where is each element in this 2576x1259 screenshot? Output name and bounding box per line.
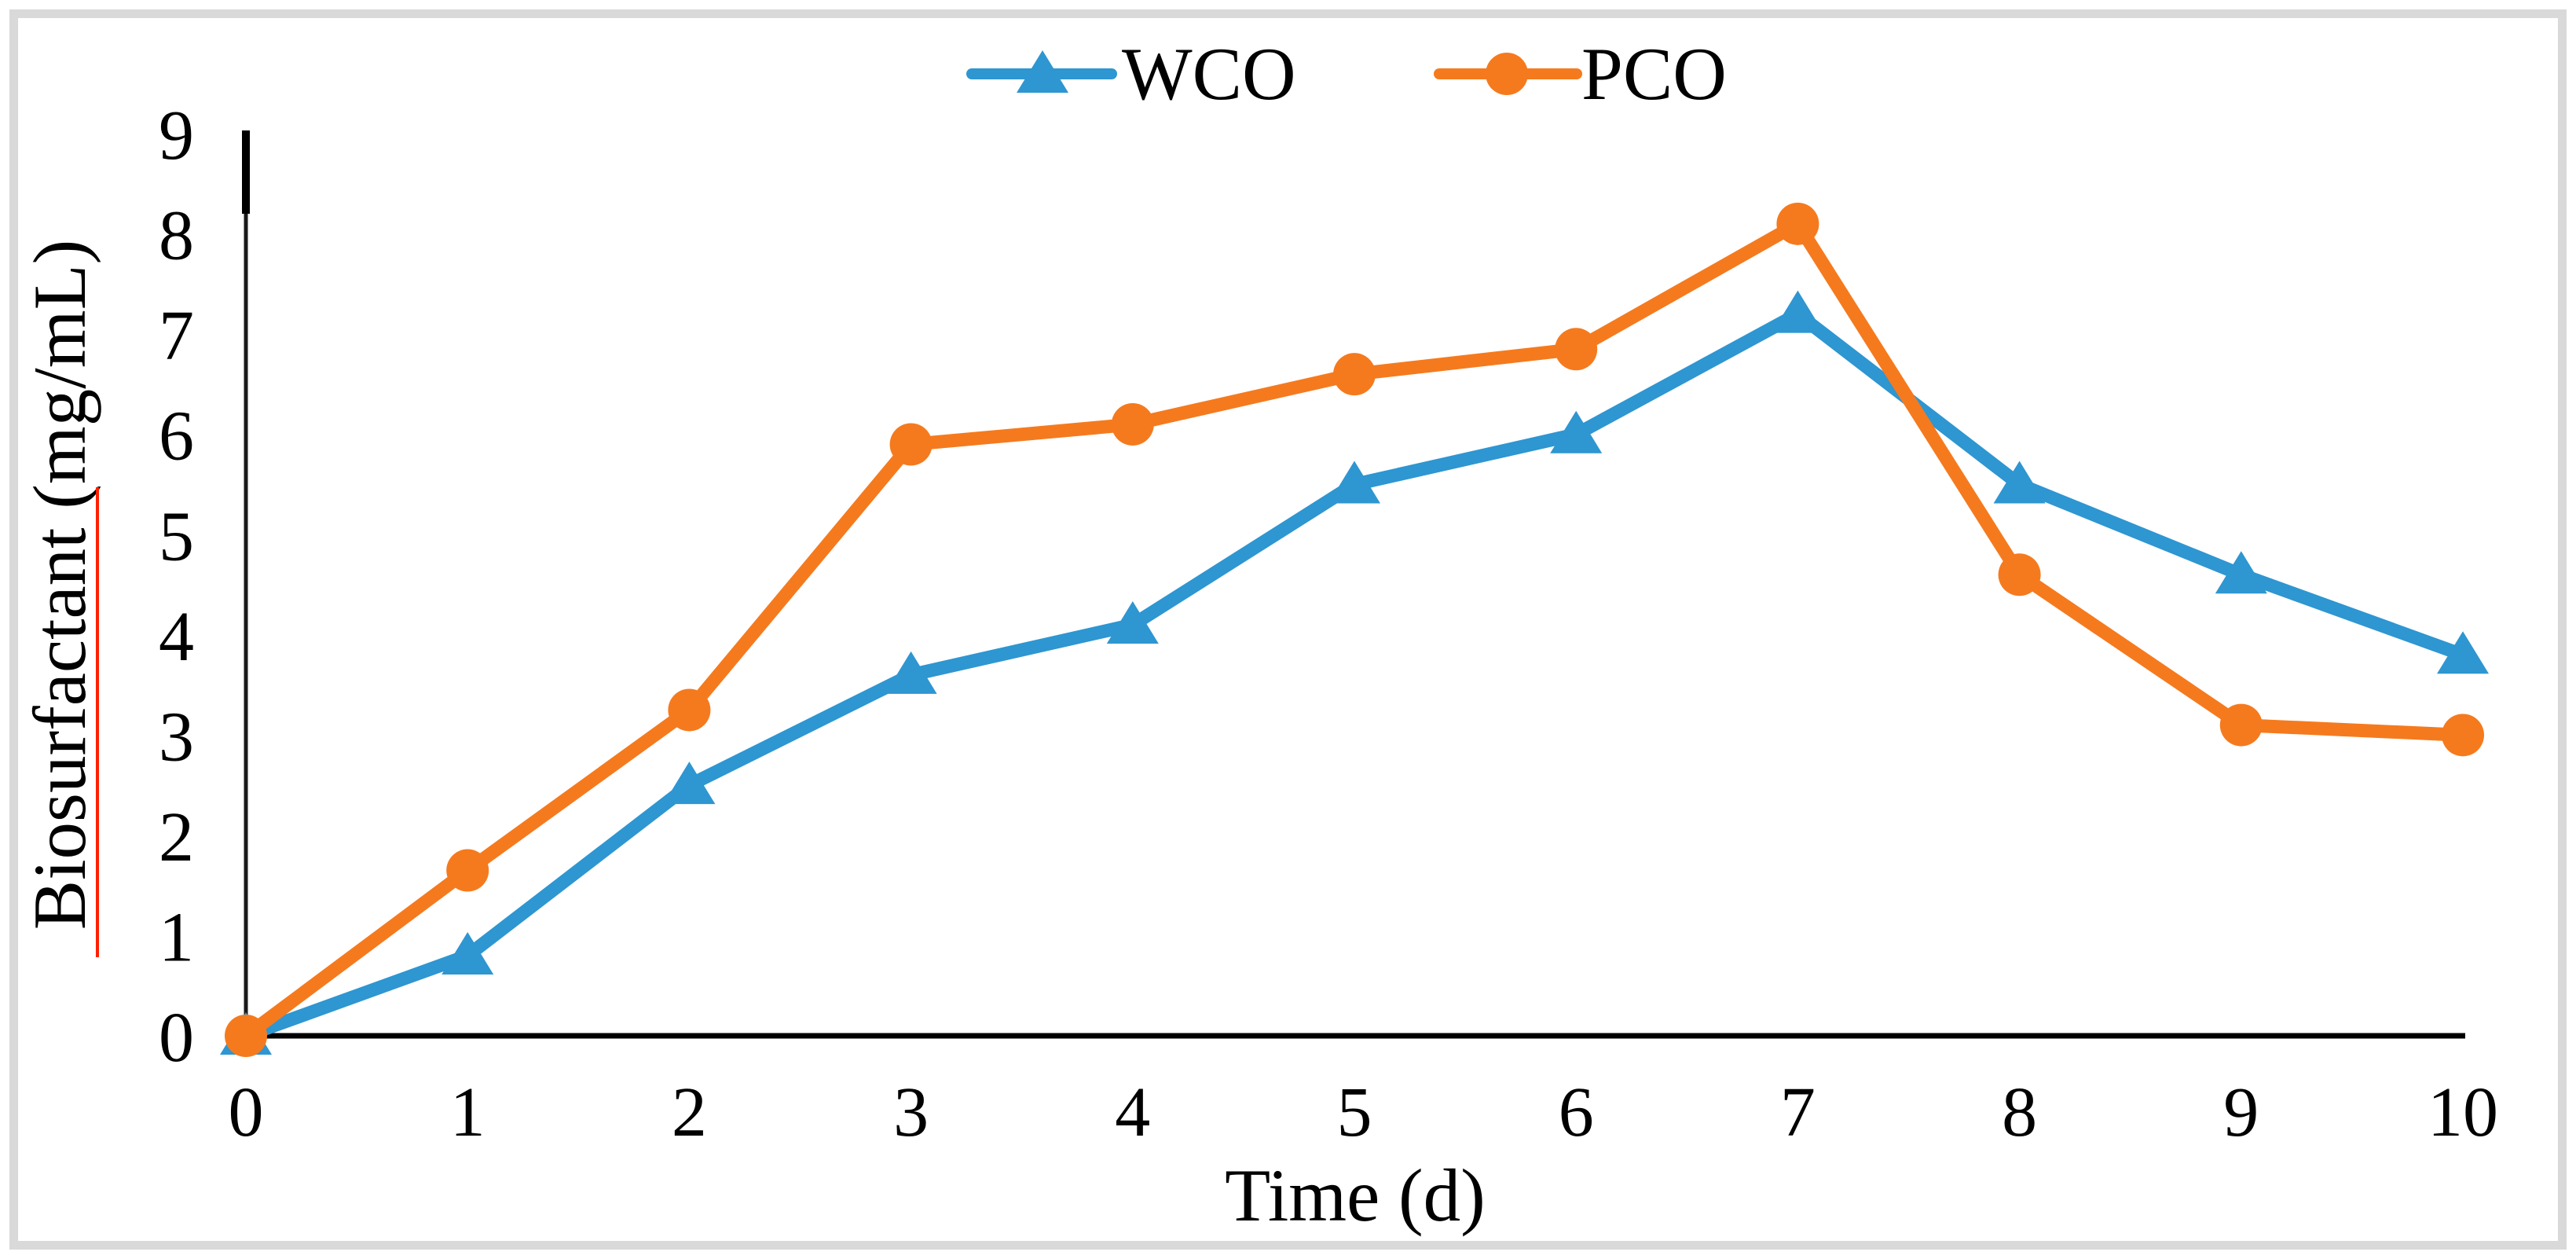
x-axis-title: Time (d): [1225, 1154, 1486, 1237]
data-point-marker-circle: [2219, 703, 2263, 747]
y-tick-label: 4: [159, 598, 194, 676]
x-tick-label: 1: [450, 1074, 486, 1151]
chart-legend: WCO PCO: [966, 32, 1727, 116]
data-point-marker-circle: [1486, 53, 1528, 95]
data-point-marker-circle: [668, 688, 711, 732]
x-tick-label: 4: [1115, 1074, 1150, 1151]
x-tick-label: 3: [893, 1074, 929, 1151]
x-tick-label: 0: [229, 1074, 264, 1151]
data-point-marker-circle: [1998, 553, 2041, 596]
series-wco: [220, 290, 2489, 1055]
y-tick-label: 3: [159, 698, 194, 776]
data-point-marker-circle: [1776, 202, 1819, 245]
x-tick-label: 6: [1559, 1074, 1594, 1151]
y-tick-label: 1: [159, 898, 194, 976]
y-axis: 0 1 2 3 4 5 6 7 8 9: [159, 97, 250, 1077]
data-point-marker-circle: [1555, 328, 1598, 371]
x-tick-label: 2: [672, 1074, 707, 1151]
y-tick-label: 8: [159, 197, 194, 275]
y-tick-label: 5: [159, 497, 194, 575]
legend-item-pco: PCO: [1434, 32, 1727, 116]
legend-label: PCO: [1581, 32, 1727, 116]
data-point-marker-circle: [2442, 714, 2484, 757]
series-line-pco: [239, 217, 2470, 1043]
figure-frame-border: [9, 9, 2567, 1250]
data-point-marker-circle: [889, 423, 933, 466]
series-pco: [225, 202, 2484, 1057]
legend-item-wco: WCO: [966, 32, 1296, 116]
data-point-marker-triangle: [1328, 461, 1380, 504]
data-point-marker-triangle: [2437, 631, 2489, 674]
x-tick-label: 7: [1780, 1074, 1816, 1151]
x-tick-label: 8: [2002, 1074, 2037, 1151]
data-point-marker-triangle: [2215, 551, 2267, 594]
x-tick-label: 5: [1337, 1074, 1372, 1151]
data-point-marker-circle: [1333, 353, 1376, 396]
series-plot-area: [220, 202, 2489, 1057]
data-point-marker-circle: [446, 849, 489, 892]
data-point-marker-triangle: [1772, 290, 1824, 333]
data-point-marker-triangle: [442, 931, 494, 975]
y-tick-label: 2: [159, 798, 194, 876]
x-tick-label: 10: [2428, 1074, 2498, 1151]
y-tick-label: 9: [159, 97, 194, 174]
y-axis-title: Biosurfactant (mg/mL): [18, 240, 101, 930]
data-point-marker-circle: [1111, 402, 1154, 446]
y-tick-label: 7: [159, 297, 194, 375]
data-point-marker-triangle: [1550, 410, 1603, 453]
data-point-marker-circle: [225, 1015, 267, 1057]
data-point-marker-triangle: [1017, 50, 1068, 93]
data-point-marker-triangle: [1993, 461, 2046, 504]
x-tick-label: 9: [2223, 1074, 2259, 1151]
legend-label: WCO: [1122, 32, 1296, 116]
series-line-wco: [239, 307, 2470, 1043]
data-point-marker-triangle: [885, 651, 937, 694]
data-point-marker-triangle: [663, 762, 716, 805]
y-tick-label: 6: [159, 398, 194, 475]
y-tick-label: 0: [159, 999, 194, 1077]
x-axis: 0 1 2 3 4 5 6 7 8 9 10: [229, 1033, 2498, 1151]
data-point-marker-triangle: [1106, 601, 1159, 644]
